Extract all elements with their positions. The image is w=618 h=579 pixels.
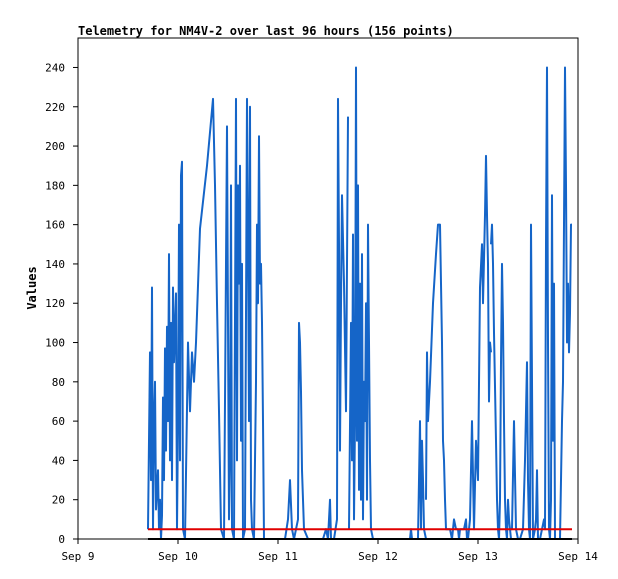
y-tick-label: 220 [45,101,65,114]
y-tick-label: 160 [45,219,65,232]
series-line-3 [490,223,512,540]
x-tick-label: Sep 9 [61,550,94,563]
y-tick-label: 100 [45,337,65,350]
y-tick-label: 0 [58,533,65,546]
axes [77,37,579,540]
series-line-0 [147,97,349,540]
x-tick-label: Sep 14 [558,550,598,563]
y-tick-label: 40 [52,454,65,467]
series-line-2 [425,154,492,540]
y-tick-label: 120 [45,297,65,310]
plot-frame [77,37,579,540]
y-tick-label: 20 [52,494,65,507]
y-tick-label: 240 [45,61,65,74]
y-tick-label: 180 [45,179,65,192]
y-axis-label: Values [25,266,39,309]
x-tick-label: Sep 10 [158,550,198,563]
y-tick-label: 80 [52,376,65,389]
series-line-4 [511,66,572,540]
chart-title: Telemetry for NM4V-2 over last 96 hours … [78,24,454,38]
x-tick-label: Sep 11 [258,550,298,563]
x-tick-label: Sep 12 [358,550,398,563]
ticks: 0 20 40 60 80 100 120 140 160 180 200 220 240 Sep 9 Se… [45,61,598,563]
y-tick-label: 60 [52,415,65,428]
y-tick-label: 140 [45,258,65,271]
x-tick-label: Sep 13 [458,550,498,563]
y-tick-label: 200 [45,140,65,153]
